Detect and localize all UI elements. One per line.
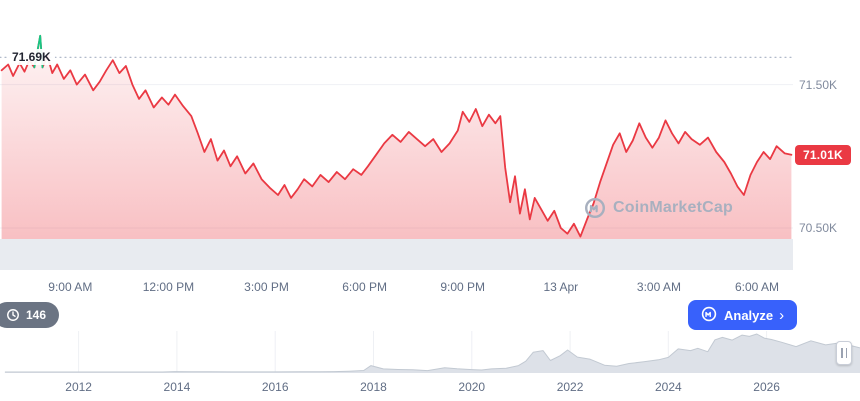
open-price-label: 71.69K [8, 49, 55, 66]
time-axis-label: 9:00 AM [48, 280, 93, 294]
time-axis-label: 3:00 AM [636, 280, 681, 294]
current-price-badge: 71.01K [795, 144, 851, 165]
chart-controls-row: 146 Analyze › [0, 300, 860, 331]
year-axis-label: 2022 [556, 380, 584, 394]
analyze-logo-icon [701, 306, 717, 325]
coinmarketcap-watermark: CoinMarketCap [584, 197, 733, 219]
year-axis-label: 2018 [360, 380, 387, 394]
time-axis-label: 13 Apr [543, 280, 579, 294]
price-line-chart[interactable] [0, 0, 793, 272]
time-axis-label: 6:00 AM [735, 280, 780, 294]
time-axis-label: 3:00 PM [244, 280, 289, 294]
countdown-pill[interactable]: 146 [0, 302, 60, 328]
navigator-resize-handle[interactable] [836, 341, 852, 365]
time-axis-label: 9:00 PM [440, 280, 486, 294]
year-axis: 2012 2014 2016 2018 2020 2022 2024 2026 [0, 375, 860, 401]
countdown-value: 146 [26, 308, 47, 322]
time-axis: 9:00 AM 12:00 PM 3:00 PM 6:00 PM 9:00 PM 13 A… [0, 272, 793, 299]
year-axis-label: 2012 [65, 380, 92, 394]
analyze-label: Analyze [724, 307, 774, 323]
year-axis-label: 2026 [753, 380, 780, 394]
coinmarketcap-logo-icon [584, 197, 606, 219]
y-axis-label: 71.50K [799, 77, 838, 92]
chevron-right-icon: › [779, 306, 785, 324]
year-axis-label: 2014 [163, 380, 191, 394]
watermark-text: CoinMarketCap [613, 199, 733, 216]
main-price-chart[interactable]: 71.69K 71.01K CoinMarketCap 71.50K 70.50K [0, 0, 860, 272]
time-axis-label: 6:00 PM [342, 280, 387, 294]
year-axis-label: 2020 [458, 380, 486, 394]
history-navigator-chart[interactable] [0, 331, 860, 373]
analyze-button[interactable]: Analyze › [688, 300, 798, 330]
timeline-navigator[interactable] [0, 331, 860, 373]
y-axis-label: 70.50K [799, 220, 838, 235]
year-axis-label: 2024 [654, 380, 682, 394]
year-axis-label: 2016 [261, 380, 289, 394]
clock-icon [6, 308, 20, 322]
time-axis-label: 12:00 PM [142, 280, 195, 294]
